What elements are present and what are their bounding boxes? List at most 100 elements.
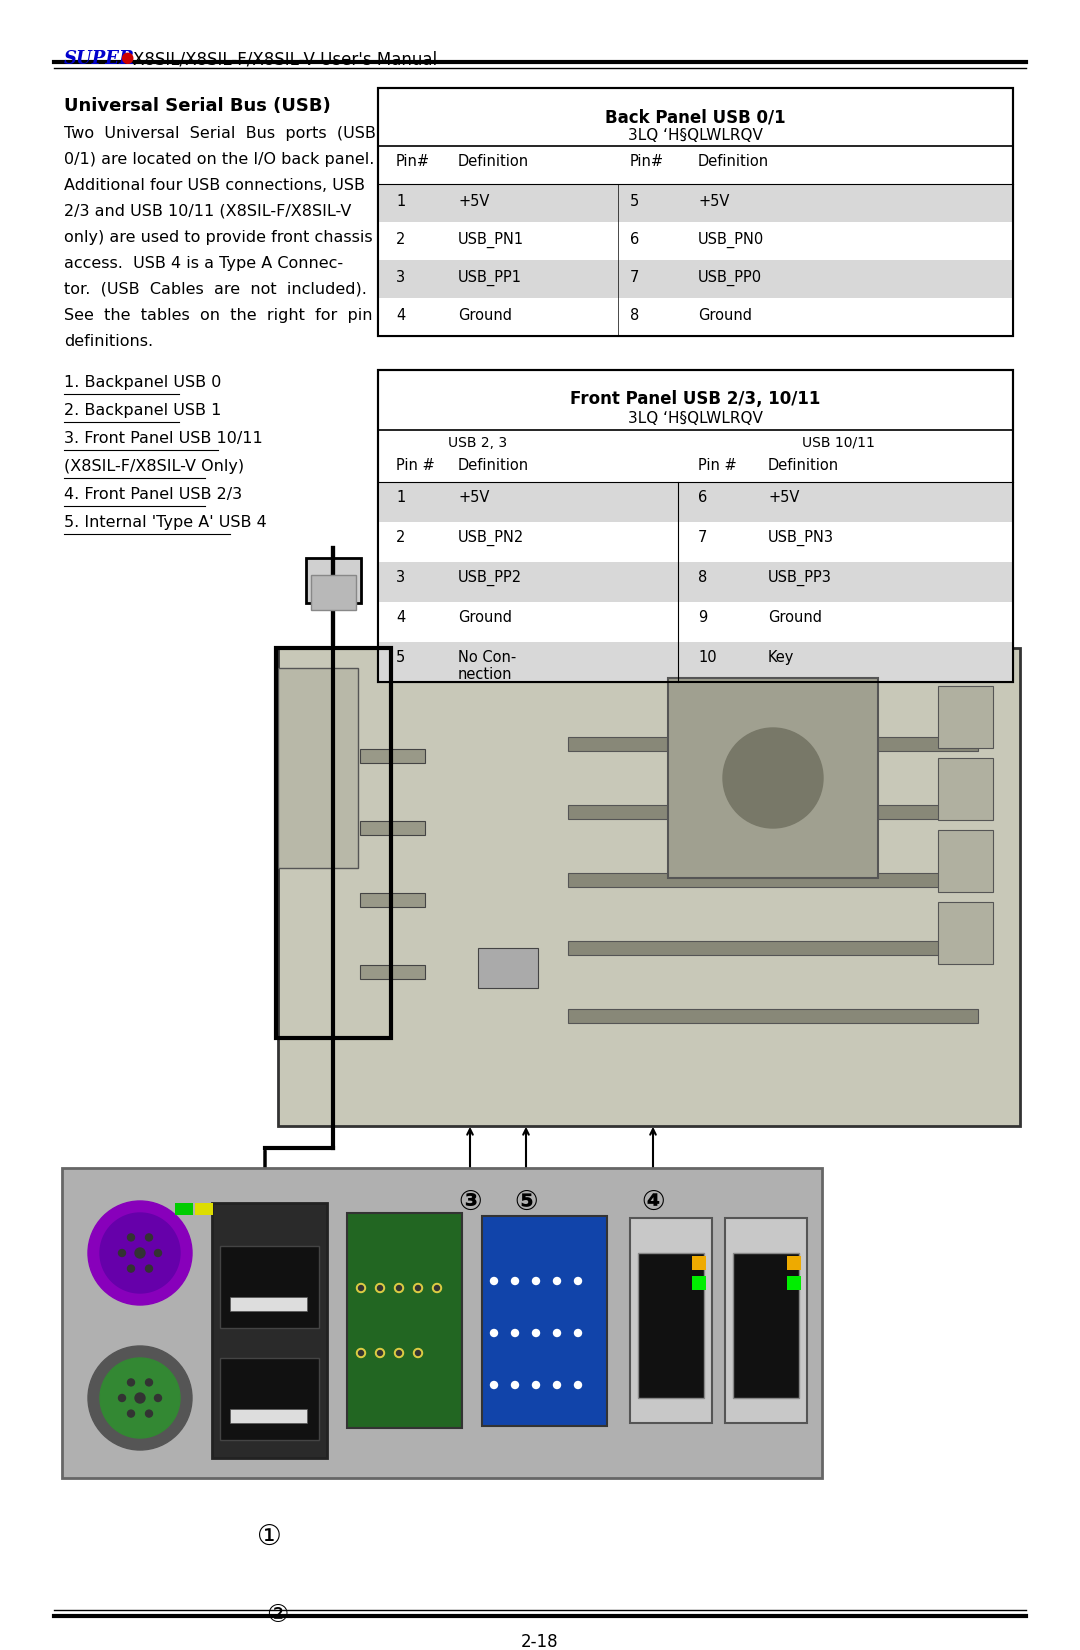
Bar: [220, 1358, 319, 1440]
Text: Universal Serial Bus (USB): Universal Serial Bus (USB): [64, 97, 330, 116]
Bar: [787, 1256, 801, 1270]
Circle shape: [127, 1234, 135, 1241]
Circle shape: [532, 1330, 540, 1336]
Text: ●: ●: [120, 50, 133, 64]
Circle shape: [100, 1213, 180, 1294]
Bar: [220, 1246, 319, 1328]
Text: Key: Key: [768, 650, 795, 665]
Text: Ground: Ground: [698, 309, 752, 323]
Text: 4: 4: [396, 309, 405, 323]
Bar: [378, 87, 1013, 337]
Text: 3LQ ‘H§QLWLRQV: 3LQ ‘H§QLWLRQV: [629, 129, 762, 144]
Bar: [787, 1275, 801, 1290]
Circle shape: [146, 1411, 152, 1417]
Bar: [276, 648, 391, 1038]
Circle shape: [127, 1411, 135, 1417]
Circle shape: [135, 1247, 145, 1257]
Text: 2: 2: [396, 530, 405, 544]
Text: +5V: +5V: [458, 195, 489, 210]
Circle shape: [416, 1350, 420, 1356]
Bar: [939, 757, 993, 820]
Circle shape: [359, 1350, 364, 1356]
Bar: [378, 370, 1013, 681]
Text: USB_PP2: USB_PP2: [458, 569, 522, 586]
Text: definitions.: definitions.: [64, 333, 153, 350]
Bar: [378, 642, 1013, 681]
Bar: [478, 949, 538, 988]
Bar: [378, 87, 1013, 337]
Text: 3: 3: [396, 569, 405, 586]
Circle shape: [154, 1249, 162, 1257]
Bar: [733, 1252, 799, 1398]
Text: Pin #: Pin #: [396, 459, 435, 474]
Text: Additional four USB connections, USB: Additional four USB connections, USB: [64, 178, 365, 193]
Circle shape: [416, 1285, 420, 1290]
Bar: [347, 1213, 462, 1427]
Text: Definition: Definition: [698, 153, 769, 168]
Circle shape: [414, 1284, 422, 1292]
Text: 7: 7: [630, 271, 639, 285]
Text: USB_PN0: USB_PN0: [698, 233, 765, 248]
Text: 8: 8: [630, 309, 639, 323]
Circle shape: [396, 1350, 402, 1356]
Text: 1: 1: [396, 195, 405, 210]
Bar: [725, 1218, 807, 1422]
Bar: [378, 563, 1013, 602]
Circle shape: [87, 1201, 192, 1305]
Bar: [568, 873, 978, 888]
Text: X8SIL/X8SIL-F/X8SIL-V User's Manual: X8SIL/X8SIL-F/X8SIL-V User's Manual: [133, 50, 437, 68]
Text: 4: 4: [396, 610, 405, 625]
Bar: [378, 602, 1013, 642]
Circle shape: [135, 1393, 145, 1402]
Circle shape: [723, 728, 823, 828]
Text: Definition: Definition: [768, 459, 839, 474]
Circle shape: [146, 1379, 152, 1386]
Text: USB 2, 3: USB 2, 3: [448, 436, 508, 450]
Bar: [482, 1216, 607, 1426]
Text: USB_PN1: USB_PN1: [458, 233, 524, 248]
Text: 9: 9: [698, 610, 707, 625]
Text: +5V: +5V: [698, 195, 729, 210]
Text: 2-18: 2-18: [522, 1634, 558, 1650]
Bar: [630, 1218, 712, 1422]
Circle shape: [378, 1285, 382, 1290]
Circle shape: [554, 1277, 561, 1284]
Text: 10: 10: [698, 650, 717, 665]
Text: USB_PN2: USB_PN2: [458, 530, 524, 546]
Text: See  the  tables  on  the  right  for  pin: See the tables on the right for pin: [64, 309, 373, 323]
Text: Definition: Definition: [458, 459, 529, 474]
Circle shape: [396, 1285, 402, 1290]
Text: USB 10/11: USB 10/11: [801, 436, 875, 450]
Bar: [230, 1409, 307, 1422]
Text: 0/1) are located on the I/O back panel.: 0/1) are located on the I/O back panel.: [64, 152, 375, 167]
Bar: [378, 185, 1013, 223]
Bar: [638, 1252, 704, 1398]
Bar: [230, 1297, 307, 1312]
Text: ⑤: ⑤: [514, 1188, 538, 1216]
Bar: [939, 903, 993, 964]
Bar: [278, 668, 357, 868]
Bar: [568, 940, 978, 955]
Text: Pin #: Pin #: [698, 459, 737, 474]
Bar: [568, 805, 978, 818]
Text: 2/3 and USB 10/11 (X8SIL-F/X8SIL-V: 2/3 and USB 10/11 (X8SIL-F/X8SIL-V: [64, 205, 351, 219]
Circle shape: [146, 1234, 152, 1241]
Circle shape: [532, 1381, 540, 1389]
Circle shape: [575, 1277, 581, 1284]
Text: Back Panel USB 0/1: Back Panel USB 0/1: [605, 107, 786, 125]
Circle shape: [154, 1394, 162, 1401]
Text: 1: 1: [396, 490, 405, 505]
Bar: [378, 299, 1013, 337]
Text: +5V: +5V: [458, 490, 489, 505]
Bar: [568, 1010, 978, 1023]
Circle shape: [127, 1266, 135, 1272]
Bar: [378, 261, 1013, 299]
Text: 3. Front Panel USB 10/11: 3. Front Panel USB 10/11: [64, 431, 262, 446]
Circle shape: [490, 1277, 498, 1284]
Bar: [62, 1168, 822, 1478]
Bar: [195, 1203, 213, 1214]
Circle shape: [394, 1284, 404, 1292]
Text: SUPER: SUPER: [64, 50, 135, 68]
Text: USB_PP1: USB_PP1: [458, 271, 522, 285]
Circle shape: [512, 1381, 518, 1389]
